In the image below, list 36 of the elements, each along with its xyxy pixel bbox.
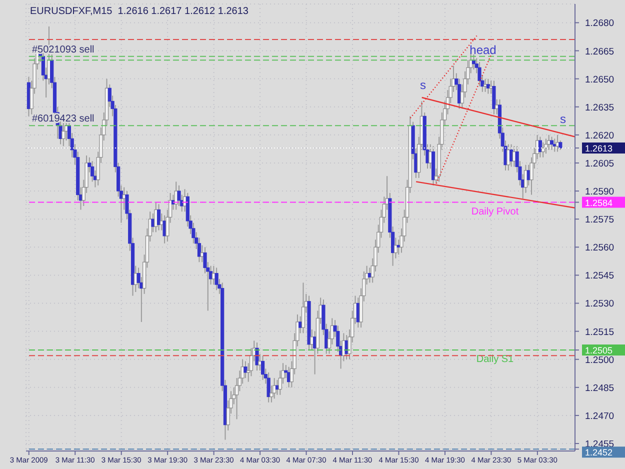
chart-title: EURUSDFXF,M15 1.2616 1.2617 1.2612 1.2613 (30, 6, 248, 17)
y-tick-label: 1.2613 (585, 144, 613, 154)
y-tick-label: 1.2635 (585, 102, 614, 114)
ref-line-label: #5021093 sell (32, 44, 94, 56)
candlestick (492, 80, 496, 115)
candlestick (272, 378, 276, 400)
y-tick-label: 1.2470 (585, 410, 614, 422)
candlestick (62, 121, 66, 147)
candlestick (244, 360, 248, 379)
y-tick-label: 1.2680 (585, 18, 614, 30)
y-tick-label: 1.2590 (585, 186, 614, 198)
y-tick-label: 1.2452 (585, 448, 613, 458)
annotation: s (560, 112, 566, 126)
candlestick (255, 342, 259, 372)
candlestick (260, 355, 265, 380)
y-tick-label: 1.2545 (585, 270, 614, 282)
y-tick-label: 1.2665 (585, 46, 614, 58)
y-tick-label: 1.2505 (585, 346, 613, 356)
y-tick-label: 1.2530 (585, 298, 614, 310)
y-tick-label: 1.2620 (585, 130, 614, 142)
y-tick-label: 1.2575 (585, 214, 614, 226)
y-tick-label: 1.2560 (585, 242, 614, 254)
y-tick-label: 1.2485 (585, 382, 614, 394)
candlestick (301, 282, 306, 334)
candlestick (550, 136, 554, 150)
candlestick (156, 204, 161, 231)
y-tick-label: 1.2584 (585, 198, 613, 208)
annotation: s (420, 78, 426, 92)
y-tick-label: 1.2500 (585, 354, 614, 366)
ref-line-label: Daily Pivot (471, 206, 519, 218)
y-tick-label: 1.2650 (585, 74, 614, 86)
annotation: head (470, 43, 496, 57)
y-tick-label: 1.2605 (585, 158, 614, 170)
y-tick-label: 1.2515 (585, 326, 614, 338)
candlestick (214, 267, 218, 291)
candlestick (266, 372, 270, 403)
